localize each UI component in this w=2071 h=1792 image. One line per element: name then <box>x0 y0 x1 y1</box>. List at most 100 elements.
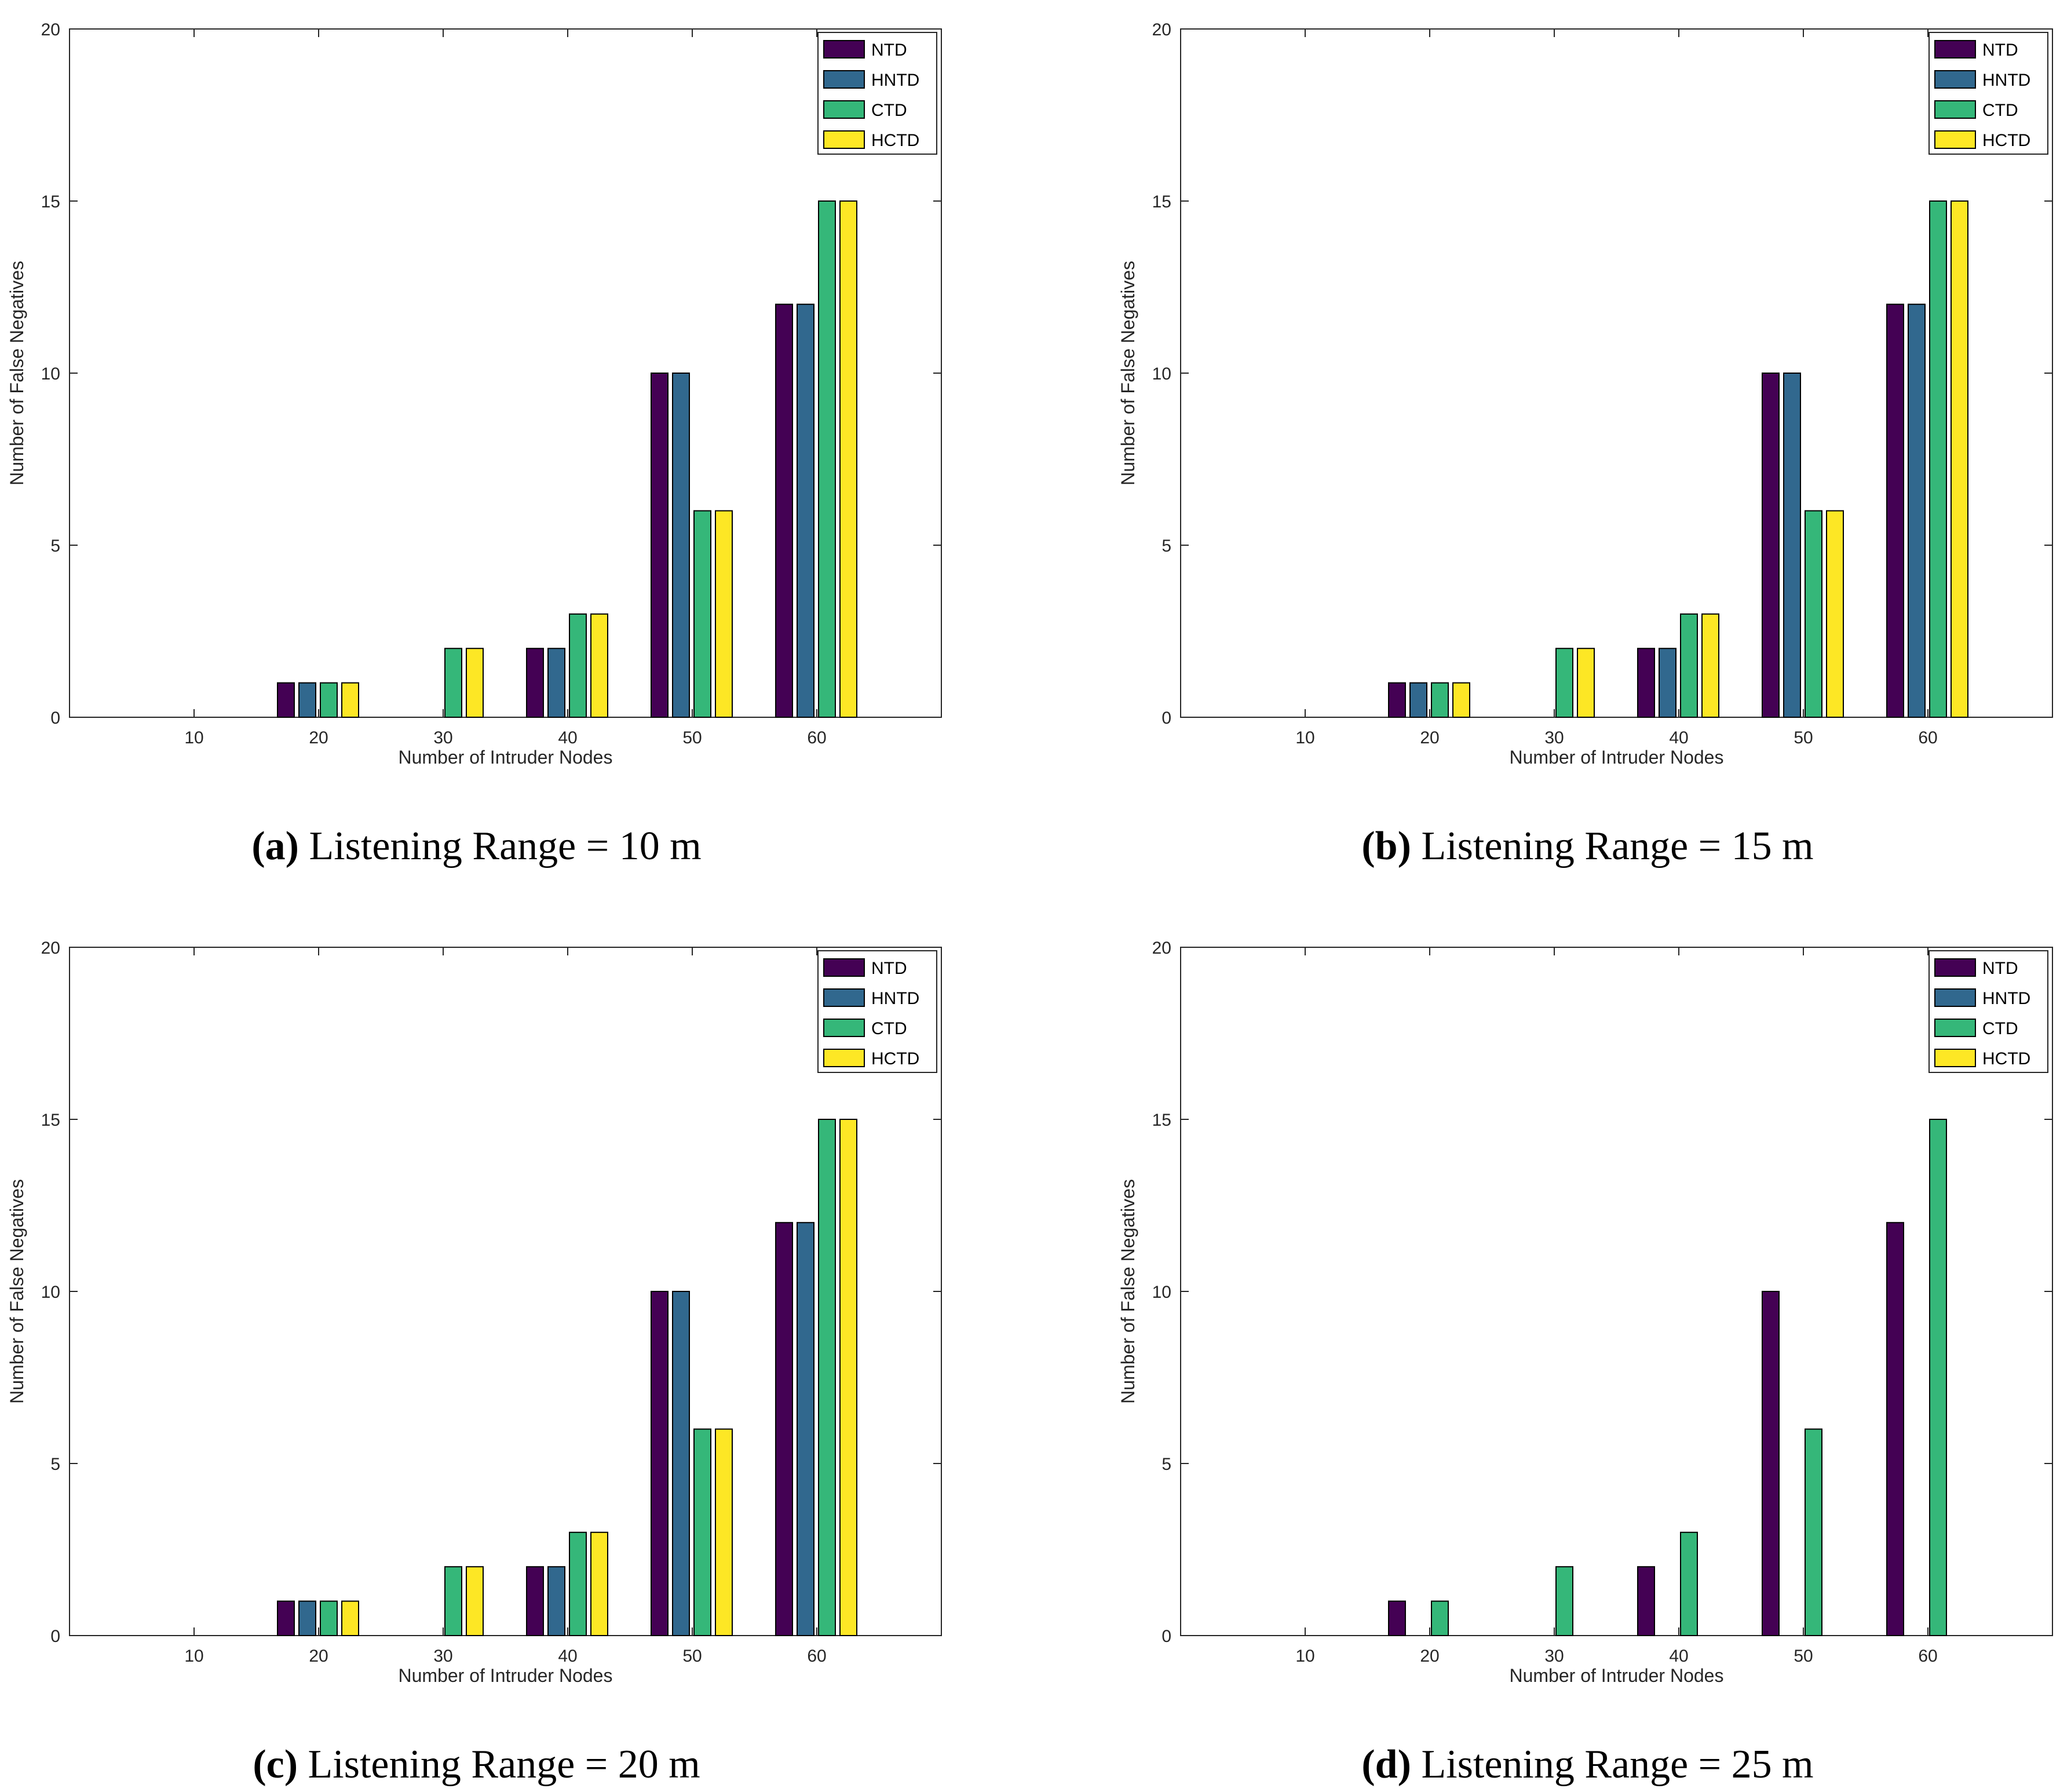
bar-hctd-30 <box>1577 648 1595 718</box>
y-tick-label: 15 <box>41 192 60 211</box>
legend-swatch-hntd <box>1934 988 1976 1007</box>
legend-label-hntd: HNTD <box>1982 989 2030 1008</box>
y-tick-label: 5 <box>50 536 60 556</box>
caption-body: Listening Range = 10 m <box>309 824 701 868</box>
bar-hctd-20 <box>341 1600 359 1637</box>
legend-label-hctd: HCTD <box>1982 131 2030 150</box>
bar-hntd-40 <box>1659 648 1676 718</box>
bar-ntd-50 <box>1762 1291 1780 1636</box>
y-tick-label: 5 <box>1161 536 1171 556</box>
bar-ntd-60 <box>1886 304 1904 718</box>
x-tick-label: 10 <box>184 728 203 747</box>
bar-hctd-50 <box>715 1428 733 1637</box>
bar-hctd-40 <box>590 613 608 718</box>
legend-swatch-ntd <box>823 958 865 977</box>
bar-hntd-50 <box>672 373 690 718</box>
plot-area <box>1180 28 2053 718</box>
y-tick-label: 20 <box>1152 20 1171 39</box>
bar-hntd-40 <box>547 1566 565 1636</box>
bar-ntd-40 <box>1637 1566 1655 1636</box>
x-tick-label: 20 <box>1420 1647 1439 1666</box>
y-axis-title: Number of False Negatives <box>6 1179 27 1404</box>
legend-label-ntd: NTD <box>871 41 907 60</box>
bar-ctd-30 <box>1555 648 1573 718</box>
bar-ctd-20 <box>1431 682 1449 718</box>
bar-ntd-20 <box>277 682 295 718</box>
x-tick-label: 60 <box>1918 1647 1937 1666</box>
x-tick-label: 50 <box>1794 728 1813 747</box>
bar-hntd-20 <box>298 1600 316 1637</box>
legend-swatch-hctd <box>1934 1049 1976 1067</box>
bar-ctd-60 <box>818 1119 836 1636</box>
legend-label-ntd: NTD <box>1982 959 2018 978</box>
bar-hctd-50 <box>1826 510 1844 718</box>
bar-ctd-50 <box>693 1428 711 1637</box>
x-tick-label: 50 <box>682 1647 702 1666</box>
bar-hntd-20 <box>1409 682 1427 718</box>
caption-tag: (d) <box>1361 1742 1411 1787</box>
bar-ctd-30 <box>444 648 462 718</box>
y-tick-label: 20 <box>41 939 60 958</box>
y-tick-label: 10 <box>41 1283 60 1302</box>
legend-label-ctd: CTD <box>871 101 907 120</box>
bar-ntd-40 <box>526 648 544 718</box>
bar-ntd-20 <box>1388 682 1406 718</box>
bar-hctd-50 <box>715 510 733 718</box>
bar-hntd-60 <box>797 304 814 718</box>
x-tick-label: 40 <box>1669 728 1688 747</box>
legend-swatch-hntd <box>823 70 865 89</box>
x-tick-label: 60 <box>807 728 826 747</box>
x-tick-label: 20 <box>1420 728 1439 747</box>
x-tick-label: 60 <box>807 1647 826 1666</box>
legend-label-hntd: HNTD <box>871 71 919 90</box>
bar-ctd-30 <box>1555 1566 1573 1636</box>
legend: NTD HNTD CTD HCTD <box>1928 32 2048 155</box>
chart-panel-d: 0 5 10 15 20 10 20 30 40 50 60 Number of Intruder N… <box>1117 939 2053 1787</box>
bar-hctd-20 <box>341 682 359 718</box>
x-tick-label: 40 <box>558 1647 577 1666</box>
y-axis-title: Number of False Negatives <box>6 261 27 486</box>
x-tick-label: 20 <box>309 1647 328 1666</box>
x-tick-label: 20 <box>309 728 328 747</box>
legend-swatch-ntd <box>1934 40 1976 59</box>
plot-area <box>69 28 942 718</box>
legend-label-hctd: HCTD <box>871 131 919 150</box>
bar-hntd-60 <box>797 1222 814 1636</box>
caption-space <box>299 824 309 868</box>
y-tick-label: 15 <box>41 1111 60 1130</box>
legend-label-ctd: CTD <box>1982 101 2018 120</box>
bar-hntd-50 <box>672 1291 690 1636</box>
x-tick-label: 60 <box>1918 728 1937 747</box>
panel-caption: (d) Listening Range = 25 m <box>1361 1742 1813 1787</box>
bar-ntd-50 <box>1762 373 1780 718</box>
caption-space <box>298 1742 308 1787</box>
bar-hntd-40 <box>547 648 565 718</box>
bar-ctd-20 <box>320 1600 338 1637</box>
y-axis-title: Number of False Negatives <box>1117 1179 1138 1404</box>
legend-swatch-ntd <box>823 40 865 59</box>
bar-hctd-40 <box>590 1531 608 1637</box>
plot-area <box>1180 947 2053 1636</box>
panel-caption: (b) Listening Range = 15 m <box>1361 824 1813 868</box>
y-tick-label: 15 <box>1152 192 1171 211</box>
bar-ctd-60 <box>1929 200 1947 718</box>
caption-tag: (c) <box>253 1742 298 1787</box>
caption-body: Listening Range = 25 m <box>1421 1742 1813 1787</box>
bar-ctd-30 <box>444 1566 462 1636</box>
x-tick-label: 30 <box>1544 1647 1564 1666</box>
legend-swatch-ctd <box>823 100 865 119</box>
x-tick-label: 50 <box>682 728 702 747</box>
legend-swatch-ctd <box>1934 100 1976 119</box>
bar-hctd-60 <box>1951 200 1968 718</box>
panel-caption: (a) Listening Range = 10 m <box>251 824 701 868</box>
caption-body: Listening Range = 20 m <box>308 1742 700 1787</box>
plot-area <box>69 947 942 1636</box>
legend-swatch-ctd <box>1934 1019 1976 1037</box>
bar-hctd-60 <box>839 200 857 718</box>
bar-ntd-50 <box>651 373 669 718</box>
legend-swatch-ctd <box>823 1019 865 1037</box>
bar-ctd-40 <box>569 613 587 718</box>
bar-ctd-20 <box>320 682 338 718</box>
bar-ctd-60 <box>1929 1119 1947 1636</box>
